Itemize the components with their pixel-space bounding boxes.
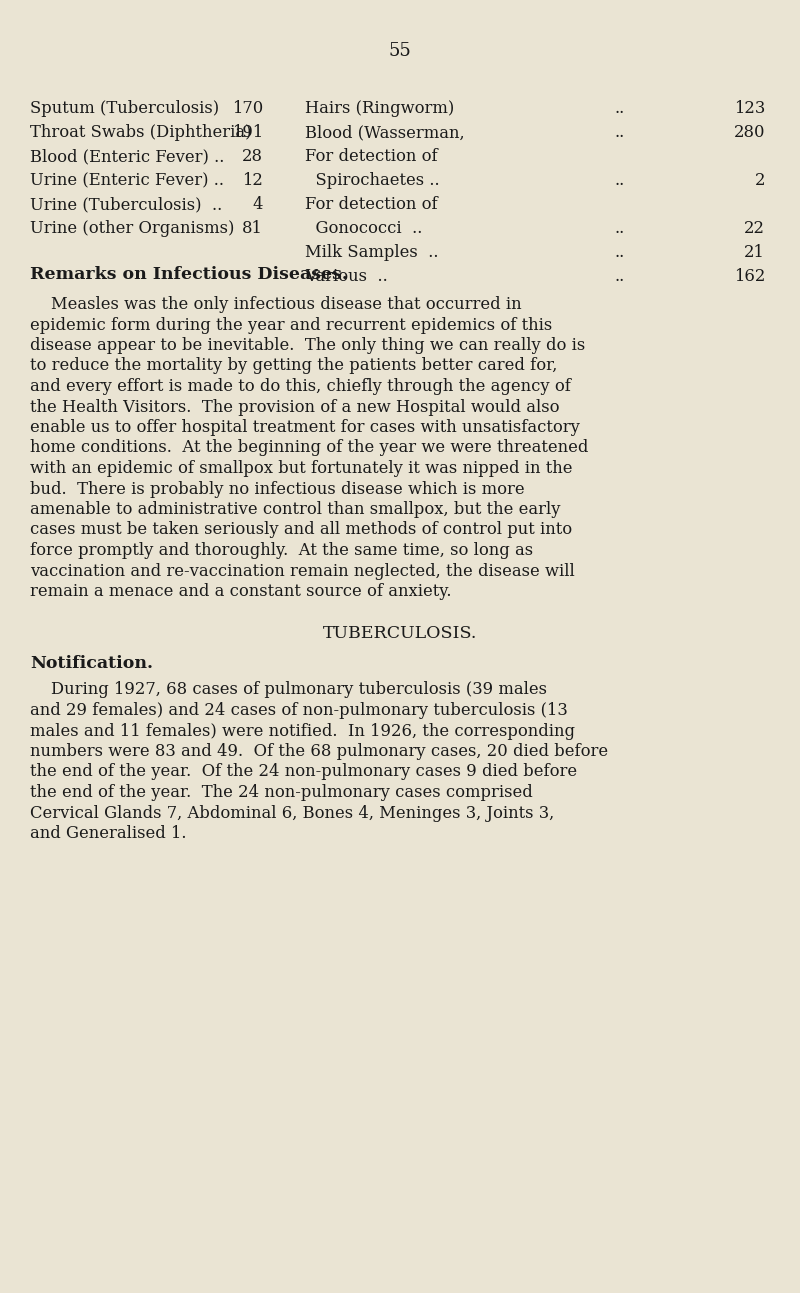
Text: the Health Visitors.  The provision of a new Hospital would also: the Health Visitors. The provision of a … xyxy=(30,398,559,415)
Text: Sputum (Tuberculosis): Sputum (Tuberculosis) xyxy=(30,100,219,116)
Text: 280: 280 xyxy=(734,124,765,141)
Text: Urine (Enteric Fever) ..: Urine (Enteric Fever) .. xyxy=(30,172,224,189)
Text: TUBERCULOSIS.: TUBERCULOSIS. xyxy=(323,626,477,643)
Text: 123: 123 xyxy=(734,100,765,116)
Text: remain a menace and a constant source of anxiety.: remain a menace and a constant source of… xyxy=(30,583,451,600)
Text: vaccination and re-vaccination remain neglected, the disease will: vaccination and re-vaccination remain ne… xyxy=(30,562,574,579)
Text: the end of the year.  The 24 non-pulmonary cases comprised: the end of the year. The 24 non-pulmonar… xyxy=(30,784,533,800)
Text: Remarks on Infectious Diseases.: Remarks on Infectious Diseases. xyxy=(30,266,348,283)
Text: Throat Swabs (Diphtheria): Throat Swabs (Diphtheria) xyxy=(30,124,251,141)
Text: males and 11 females) were notified.  In 1926, the corresponding: males and 11 females) were notified. In … xyxy=(30,723,575,740)
Text: For detection of: For detection of xyxy=(305,147,438,166)
Text: 12: 12 xyxy=(242,172,263,189)
Text: Gonococci  ..: Gonococci .. xyxy=(305,220,422,237)
Text: 21: 21 xyxy=(744,244,765,261)
Text: Various  ..: Various .. xyxy=(305,268,388,284)
Text: ..: .. xyxy=(615,100,625,116)
Text: ..: .. xyxy=(615,220,625,237)
Text: Blood (Wasserman,: Blood (Wasserman, xyxy=(305,124,465,141)
Text: Milk Samples  ..: Milk Samples .. xyxy=(305,244,438,261)
Text: epidemic form during the year and recurrent epidemics of this: epidemic form during the year and recurr… xyxy=(30,317,552,334)
Text: Blood (Enteric Fever) ..: Blood (Enteric Fever) .. xyxy=(30,147,224,166)
Text: Spirochaetes ..: Spirochaetes .. xyxy=(305,172,440,189)
Text: the end of the year.  Of the 24 non-pulmonary cases 9 died before: the end of the year. Of the 24 non-pulmo… xyxy=(30,763,577,781)
Text: Urine (other Organisms): Urine (other Organisms) xyxy=(30,220,234,237)
Text: ..: .. xyxy=(615,172,625,189)
Text: ..: .. xyxy=(615,244,625,261)
Text: to reduce the mortality by getting the patients better cared for,: to reduce the mortality by getting the p… xyxy=(30,357,558,375)
Text: 4: 4 xyxy=(253,197,263,213)
Text: bud.  There is probably no infectious disease which is more: bud. There is probably no infectious dis… xyxy=(30,481,525,498)
Text: and 29 females) and 24 cases of non-pulmonary tuberculosis (13: and 29 females) and 24 cases of non-pulm… xyxy=(30,702,568,719)
Text: cases must be taken seriously and all methods of control put into: cases must be taken seriously and all me… xyxy=(30,521,572,538)
Text: 2: 2 xyxy=(754,172,765,189)
Text: Hairs (Ringworm): Hairs (Ringworm) xyxy=(305,100,454,116)
Text: During 1927, 68 cases of pulmonary tuberculosis (39 males: During 1927, 68 cases of pulmonary tuber… xyxy=(30,681,547,698)
Text: Cervical Glands 7, Abdominal 6, Bones 4, Meninges 3, Joints 3,: Cervical Glands 7, Abdominal 6, Bones 4,… xyxy=(30,804,554,821)
Text: 191: 191 xyxy=(232,124,263,141)
Text: home conditions.  At the beginning of the year we were threatened: home conditions. At the beginning of the… xyxy=(30,440,588,456)
Text: with an epidemic of smallpox but fortunately it was nipped in the: with an epidemic of smallpox but fortuna… xyxy=(30,460,573,477)
Text: Measles was the only infectious disease that occurred in: Measles was the only infectious disease … xyxy=(30,296,522,313)
Text: Urine (Tuberculosis)  ..: Urine (Tuberculosis) .. xyxy=(30,197,222,213)
Text: 22: 22 xyxy=(744,220,765,237)
Text: 55: 55 xyxy=(389,41,411,59)
Text: disease appear to be inevitable.  The only thing we can really do is: disease appear to be inevitable. The onl… xyxy=(30,337,586,354)
Text: 81: 81 xyxy=(242,220,263,237)
Text: amenable to administrative control than smallpox, but the early: amenable to administrative control than … xyxy=(30,500,561,518)
Text: Notification.: Notification. xyxy=(30,656,153,672)
Text: and Generalised 1.: and Generalised 1. xyxy=(30,825,186,842)
Text: For detection of: For detection of xyxy=(305,197,438,213)
Text: enable us to offer hospital treatment for cases with unsatisfactory: enable us to offer hospital treatment fo… xyxy=(30,419,580,436)
Text: 28: 28 xyxy=(242,147,263,166)
Text: 162: 162 xyxy=(734,268,765,284)
Text: ..: .. xyxy=(615,268,625,284)
Text: and every effort is made to do this, chiefly through the agency of: and every effort is made to do this, chi… xyxy=(30,378,571,394)
Text: ..: .. xyxy=(615,124,625,141)
Text: 170: 170 xyxy=(232,100,263,116)
Text: numbers were 83 and 49.  Of the 68 pulmonary cases, 20 died before: numbers were 83 and 49. Of the 68 pulmon… xyxy=(30,743,608,760)
Text: force promptly and thoroughly.  At the same time, so long as: force promptly and thoroughly. At the sa… xyxy=(30,542,533,559)
